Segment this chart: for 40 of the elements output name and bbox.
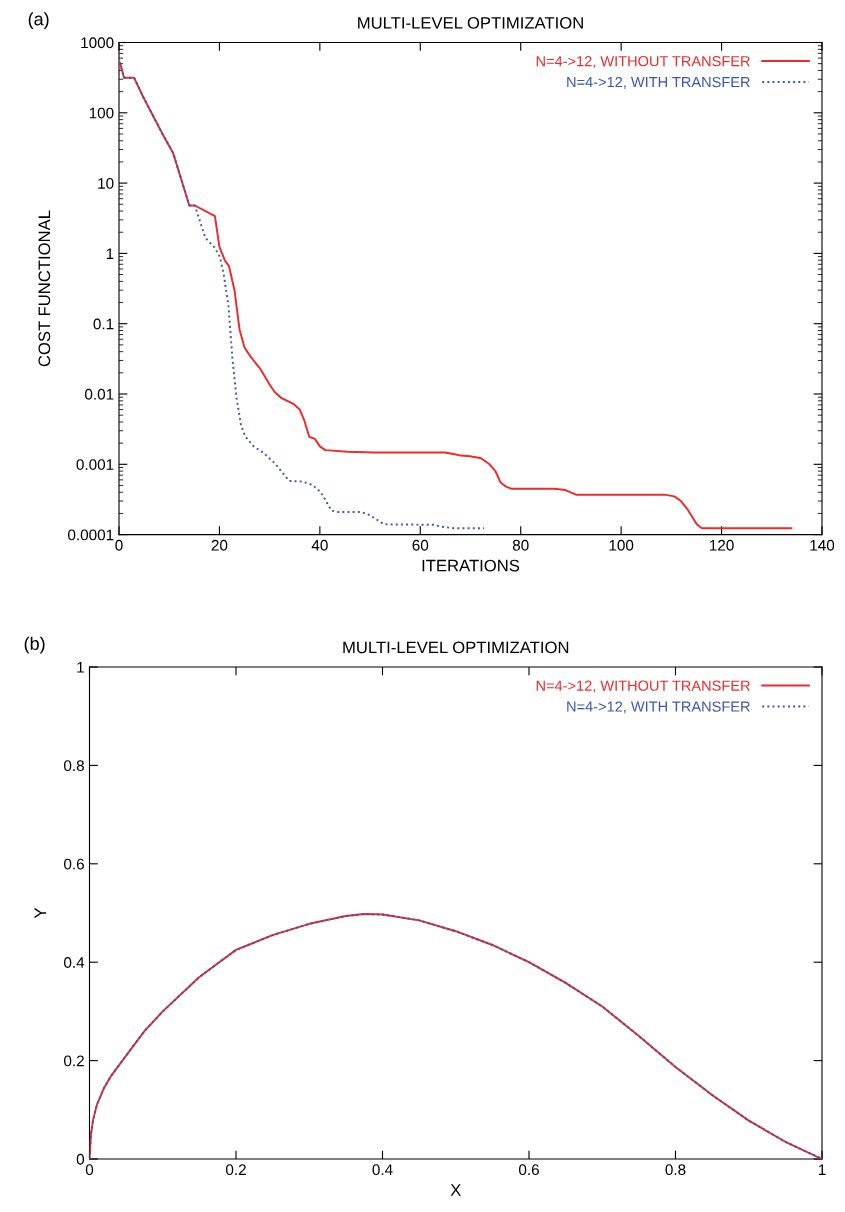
y-tick-label: 10: [98, 177, 114, 189]
x-tick-label: 0: [115, 539, 123, 551]
x-axis-title: ITERATIONS: [422, 559, 520, 572]
x-tick-label: 0.2: [225, 1164, 246, 1176]
legend-label: N=4->12, WITH TRANSFER: [567, 76, 750, 89]
y-tick-label: 1000: [81, 37, 114, 49]
y-tick-label: 0.8: [64, 760, 84, 772]
y-axis-title: Y: [34, 907, 47, 919]
x-tick-label: 120: [709, 539, 734, 551]
y-tick-label: 0.2: [64, 1055, 84, 1067]
y-tick-label: 1: [77, 662, 84, 673]
x-tick-label: 40: [311, 539, 328, 551]
y-tick-label: 0.001: [76, 459, 114, 470]
y-tick-label: 100: [89, 107, 114, 119]
x-tick-label: 80: [512, 539, 529, 551]
legend-label: N=4->12, WITHOUT TRANSFER: [536, 680, 750, 693]
x-tick-label: 100: [609, 539, 634, 551]
x-tick-label: 0.4: [372, 1164, 393, 1176]
y-axis-title: COST FUNCTIONAL: [38, 210, 51, 367]
chart-title: MULTI-LEVEL OPTIMIZATION: [358, 16, 583, 29]
x-tick-label: 140: [810, 539, 835, 551]
line-series: [119, 61, 486, 530]
y-tick-label: 0: [76, 1153, 85, 1165]
y-tick-label: 0.6: [64, 858, 84, 870]
chart-title: MULTI-LEVEL OPTIMIZATION: [343, 641, 569, 654]
x-tick-label: 20: [211, 539, 228, 551]
x-tick-label: 60: [412, 539, 429, 551]
x-tick-label: 0.6: [518, 1164, 539, 1176]
text: (b): [24, 636, 45, 654]
x-tick-label: 0.8: [665, 1164, 686, 1176]
y-tick-label: 0.01: [85, 388, 114, 400]
legend-label: N=4->12, WITHOUT TRANSFER: [536, 56, 750, 69]
text: (a): [28, 12, 49, 30]
y-tick-label: 1: [106, 248, 114, 259]
legend-label: N=4->12, WITH TRANSFER: [567, 701, 750, 714]
y-tick-label: 0.1: [93, 318, 114, 330]
y-tick-label: 0.0001: [68, 529, 114, 541]
x-axis-title: X: [450, 1184, 461, 1196]
x-tick-label: 1: [818, 1164, 826, 1175]
y-tick-label: 0.4: [64, 957, 85, 968]
